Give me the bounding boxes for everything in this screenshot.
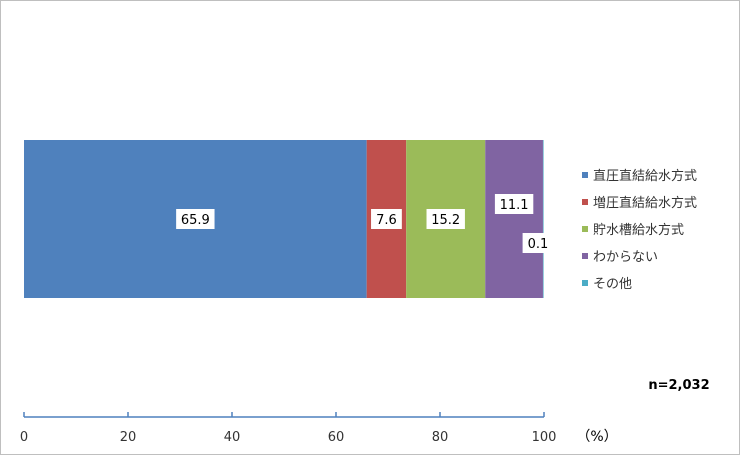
- bar-segment-5: [542, 140, 544, 298]
- legend-swatch-5: [582, 280, 588, 286]
- data-label-box-2: [371, 209, 402, 229]
- data-label-3: 15.2: [431, 213, 460, 228]
- x-tick-label-20: 20: [120, 430, 137, 445]
- legend-label-4: わからない: [593, 250, 658, 265]
- data-label-5: 0.1: [528, 237, 549, 252]
- x-tick-label-0: 0: [20, 430, 28, 445]
- data-label-box-5: [522, 233, 554, 253]
- data-label-box-4: [494, 194, 534, 214]
- x-tick-label-40: 40: [224, 430, 241, 445]
- legend-swatch-4: [582, 253, 588, 259]
- x-tick-label-80: 80: [432, 430, 449, 445]
- x-tick-label-100: 100: [532, 430, 557, 445]
- data-label-box-1: [176, 209, 215, 229]
- data-label-1: 65.9: [181, 213, 210, 228]
- x-tick-label-60: 60: [328, 430, 345, 445]
- legend-label-1: 直圧直結給水方式: [593, 168, 697, 184]
- unit-label: （%）: [576, 429, 617, 445]
- data-label-box-3: [426, 209, 465, 229]
- legend-label-3: 貯水槽給水方式: [593, 222, 684, 238]
- legend-swatch-3: [582, 226, 588, 232]
- legend-label-5: その他: [593, 277, 632, 292]
- legend-swatch-2: [582, 199, 588, 205]
- legend-swatch-1: [582, 172, 588, 178]
- bar-segment-4: [485, 140, 543, 298]
- legend-label-2: 増圧直結給水方式: [593, 195, 697, 211]
- data-label-2: 7.6: [376, 213, 397, 228]
- data-label-4: 11.1: [500, 198, 529, 213]
- sample-size-label: n=2,032: [648, 378, 709, 393]
